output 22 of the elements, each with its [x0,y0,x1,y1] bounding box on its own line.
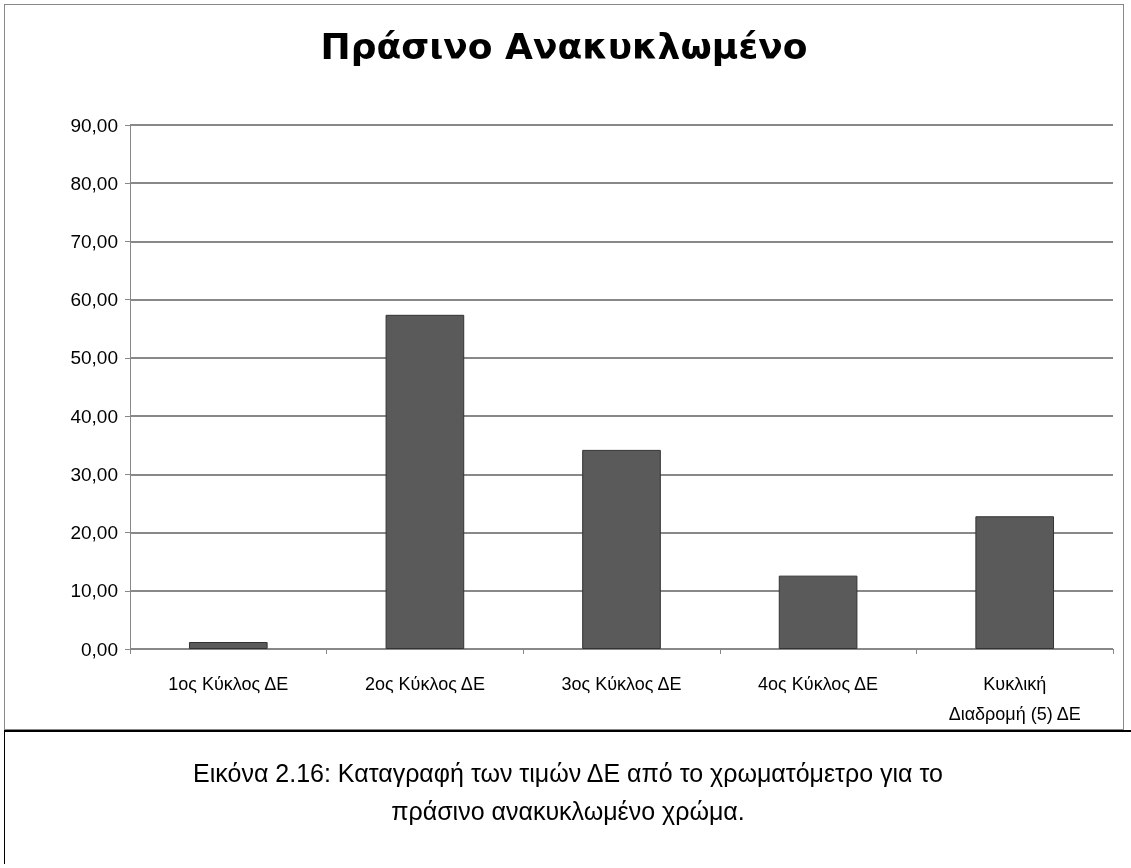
y-tick-label: 0,00 [81,638,118,660]
x-tick-label: 4ος Κύκλος ΔΕ [758,674,879,694]
x-tick-label: 1ος Κύκλος ΔΕ [168,674,289,694]
y-tick-label: 20,00 [70,522,118,544]
y-tick-label: 30,00 [70,463,118,485]
x-tick-label: 3ος Κύκλος ΔΕ [561,674,682,694]
y-tick-label: 70,00 [70,230,118,252]
y-tick-label: 10,00 [70,580,118,602]
y-tick-label: 80,00 [70,172,118,194]
bar [582,449,661,649]
y-tick-label: 90,00 [70,114,118,136]
bar [975,516,1055,649]
y-tick-label: 50,00 [70,347,118,369]
y-tick-label: 60,00 [70,289,118,311]
bar [188,642,268,649]
y-tick-label: 40,00 [70,405,118,427]
x-tick-label: 2ος Κύκλος ΔΕ [364,674,485,694]
text: Εικόνα 2.16: Καταγραφή των τιμών ΔΕ από το χρωματόμετρο για το πράσινο ανακυκλωμένο χρώμα. [4,730,1131,864]
x-tick-label: Κυκλική Διαδρομή (5) ΔΕ [948,674,1081,724]
bar [385,314,465,649]
chart-title: Πράσινο Ανακυκλωμένο [320,25,808,67]
bar [778,575,858,649]
